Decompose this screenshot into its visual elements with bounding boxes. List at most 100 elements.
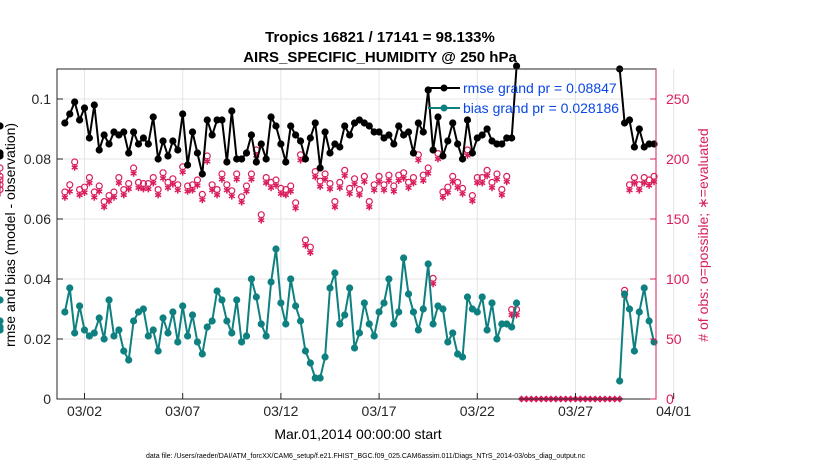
rmse-point	[125, 149, 133, 157]
bias-point	[336, 320, 344, 328]
obs-possible-point	[0, 181, 4, 192]
bias-point	[355, 329, 364, 337]
obs-evaluated-point	[375, 178, 383, 186]
chart-title-line2: AIRS_SPECIFIC_HUMIDITY @ 250 hPa	[243, 49, 517, 66]
obs-evaluated-point	[645, 182, 653, 189]
y-left-tick-label: 0.06	[24, 211, 51, 227]
rmse-point	[321, 128, 329, 136]
bias-point	[429, 320, 437, 328]
obs-evaluated-point	[419, 177, 427, 184]
bias-point	[493, 335, 501, 343]
bias-point	[193, 338, 202, 346]
rmse-point	[483, 125, 491, 133]
bias-point	[159, 314, 167, 322]
obs-evaluated-point	[110, 194, 118, 201]
obs-evaluated-point	[336, 184, 344, 192]
obs-evaluated-point	[135, 184, 142, 192]
bias-point	[400, 254, 408, 262]
rmse-point	[316, 164, 324, 172]
obs-evaluated-point	[238, 198, 245, 206]
rmse-point	[650, 140, 658, 148]
bias-point	[179, 302, 187, 310]
obs-evaluated-point	[370, 186, 378, 194]
bias-point	[630, 347, 638, 355]
bias-point	[483, 326, 491, 334]
rmse-point	[301, 155, 310, 163]
bias-point	[404, 290, 413, 298]
obs-possible-circle	[0, 186, 4, 194]
obs-evaluated-point	[331, 203, 339, 211]
rmse-point	[257, 140, 265, 148]
rmse-point	[193, 149, 202, 157]
bias-point	[390, 320, 398, 328]
obs-evaluated-point	[81, 189, 88, 196]
obs-evaluated-point	[194, 182, 201, 189]
obs-evaluated-point	[203, 158, 211, 165]
y-left-tick-label: 0.02	[24, 331, 51, 347]
obs-evaluated-point	[365, 203, 373, 211]
y-left-tick-label: 0	[43, 391, 51, 407]
obs-evaluated-point	[415, 156, 422, 164]
obs-evaluated-point	[164, 184, 172, 192]
rmse-point	[105, 140, 113, 148]
rmse-point	[61, 119, 69, 127]
bias-point	[213, 287, 221, 295]
rmse-point	[0, 149, 4, 157]
rmse-point	[508, 134, 516, 142]
x-axis-label: Mar.01,2014 00:00:00 start	[274, 426, 441, 442]
y-left-tick-label: 0.1	[32, 91, 52, 107]
rmse-point	[306, 134, 314, 142]
obs-possible-circle	[0, 181, 4, 189]
rmse-point	[228, 107, 236, 115]
rmse-point	[346, 131, 354, 139]
obs-evaluated-point	[424, 170, 432, 177]
bias-point	[277, 299, 285, 307]
obs-evaluated-point	[90, 194, 98, 201]
rmse-point	[311, 119, 319, 127]
rmse-point	[409, 149, 418, 157]
bias-point	[125, 356, 133, 364]
bias-point	[282, 320, 290, 328]
rmse-point	[296, 137, 305, 145]
obs-evaluated-point	[356, 191, 363, 199]
rmse-point	[375, 128, 383, 136]
bias-point	[409, 308, 418, 316]
legend: rmse grand pr = 0.08847 bias grand pr = …	[428, 80, 619, 116]
bias-point	[198, 350, 206, 358]
bias-point	[223, 317, 231, 325]
obs-possible-circle	[0, 164, 4, 172]
bias-point	[218, 296, 226, 304]
rmse-point	[100, 131, 108, 139]
bias-point	[370, 332, 378, 340]
bias-point	[66, 284, 74, 292]
legend-rmse-label: rmse grand pr = 0.08847	[463, 80, 617, 96]
obs-evaluated-point	[154, 191, 162, 199]
rmse-point	[498, 140, 506, 148]
bias-point	[272, 245, 280, 253]
obs-evaluated-point	[390, 188, 398, 195]
bias-point	[350, 344, 359, 352]
obs-evaluated-point	[95, 188, 103, 195]
rmse-point	[429, 146, 437, 154]
rmse-point	[439, 152, 447, 160]
obs-evaluated-point	[498, 191, 506, 199]
bias-point	[458, 353, 467, 361]
obs-evaluated-point	[169, 180, 177, 188]
obs-evaluated-point	[326, 185, 334, 193]
rmse-point	[144, 140, 152, 148]
rmse-point	[336, 143, 344, 151]
bias-point	[247, 275, 256, 283]
bias-point	[164, 329, 172, 337]
rmse-point	[71, 98, 79, 106]
y-right-tick-label: 150	[666, 211, 690, 227]
rmse-point	[395, 122, 403, 130]
bias-point	[154, 347, 162, 355]
bias-point	[635, 308, 643, 316]
obs-evaluated-point	[130, 170, 137, 177]
obs-evaluated-point	[311, 173, 319, 181]
bias-point	[100, 335, 108, 343]
data-file-footer: data file: /Users/raeder/DAI/ATM_forcXX/…	[146, 453, 586, 460]
obs-evaluated-point	[341, 172, 349, 180]
rmse-point	[95, 146, 103, 154]
